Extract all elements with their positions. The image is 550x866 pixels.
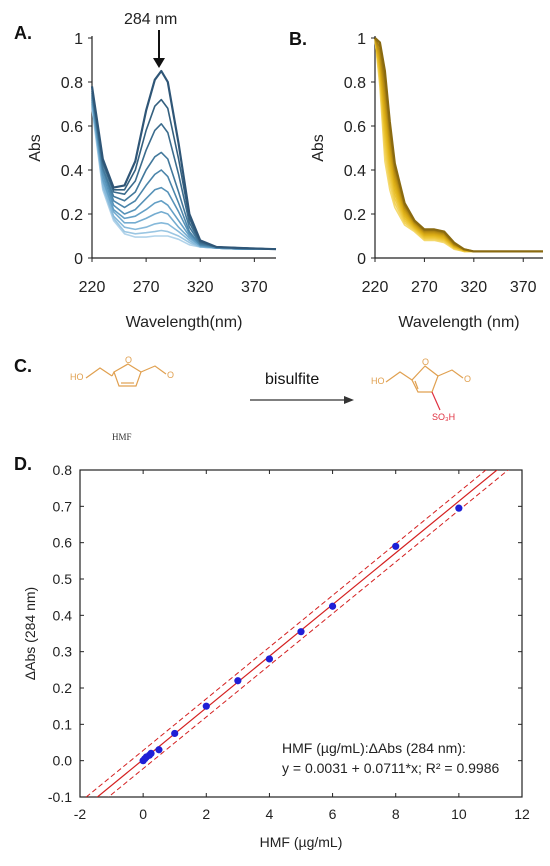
hmf-ring-oxygen-label: O: [125, 355, 132, 365]
series-line: [374, 37, 543, 253]
data-point: [234, 677, 242, 685]
y-tick-label: 0.3: [53, 644, 73, 660]
x-tick-label: 270: [133, 279, 160, 296]
series-line: [374, 37, 543, 253]
data-point: [455, 504, 463, 512]
hmf-aldehyde-oxygen-label: O: [167, 370, 174, 380]
series-line: [374, 37, 543, 253]
x-tick-label: 6: [329, 806, 337, 822]
x-tick-label: 0: [139, 806, 147, 822]
series-line: [374, 37, 543, 253]
y-tick-label: 0.2: [53, 680, 73, 696]
y-tick-label: 0.4: [344, 163, 366, 180]
x-tick-label: 8: [392, 806, 400, 822]
hmf-hydroxyl-label: HO: [70, 372, 84, 382]
data-point: [265, 655, 274, 663]
equation-line-2: y = 0.0031 + 0.0711*x; R² = 0.9986: [282, 760, 500, 776]
data-point: [328, 602, 337, 610]
y-tick-label: 1: [74, 31, 83, 48]
series-line: [90, 69, 277, 251]
hmf-structure: [85, 363, 167, 387]
y-tick-label: 0.6: [53, 535, 73, 551]
panel-label-d: D.: [14, 454, 32, 474]
equation-line-1: HMF (µg/mL):ΔAbs (284 nm):: [282, 740, 466, 756]
data-point: [202, 702, 210, 710]
y-tick-label: 1: [357, 31, 366, 48]
reaction-arrow-head: [344, 396, 354, 404]
data-point: [297, 628, 305, 636]
data-point: [392, 542, 400, 550]
confidence-band-upper: [85, 470, 487, 797]
series-line: [374, 37, 543, 253]
x-tick-label: 12: [514, 806, 530, 822]
panel-label-b: B.: [289, 29, 307, 49]
y-tick-label: 0: [74, 251, 83, 268]
peak-arrow-head: [153, 58, 165, 68]
data-point: [147, 749, 155, 758]
confidence-band-lower: [107, 470, 509, 797]
y-tick-label: 0.8: [61, 75, 83, 92]
x-tick-label: -2: [74, 806, 87, 822]
product-aldehyde-oxygen-label: O: [464, 374, 471, 384]
panel-label-a: A.: [14, 23, 32, 43]
product-structure: [385, 365, 464, 393]
x-tick-label: 320: [187, 279, 214, 296]
x-tick-label: 10: [451, 806, 467, 822]
x-axis-title: Wavelength (nm): [398, 314, 519, 331]
data-point: [155, 746, 163, 754]
hmf-label: HMF: [112, 432, 132, 442]
panel-label-c: C.: [14, 356, 32, 376]
plot-area: [85, 470, 509, 797]
series-line: [374, 37, 543, 253]
plot-frame: [79, 469, 523, 798]
reaction-scheme: HO O O HMF bisulfite HO O O SO₃H: [70, 355, 471, 442]
series-line: [374, 37, 543, 253]
y-tick-label: 0.5: [53, 571, 73, 587]
panel-b-chart: 0 0.2 0.4 0.6 0.8 1 220 270 320 370 Wavelength (nm…: [310, 31, 543, 331]
x-axis-title: HMF (µg/mL): [260, 834, 343, 850]
y-tick-label: 0.2: [344, 207, 366, 224]
x-tick-label: 220: [79, 279, 106, 296]
y-tick-label: 0.6: [61, 119, 83, 136]
y-axis-title: ΔAbs (284 nm): [22, 587, 38, 680]
sulfonate-label: SO₃H: [432, 412, 455, 422]
y-tick-label: 0.1: [53, 716, 73, 732]
y-axis-title: Abs: [27, 134, 44, 162]
x-tick-label: 4: [266, 806, 274, 822]
x-tick-label: 270: [411, 279, 438, 296]
product-hydroxyl-label: HO: [371, 376, 385, 386]
y-tick-label: 0.8: [53, 462, 73, 478]
peak-annotation: 284 nm: [124, 11, 177, 28]
y-tick-label: 0.4: [53, 607, 73, 623]
x-axis-title: Wavelength(nm): [126, 314, 243, 331]
y-tick-label: 0.4: [61, 163, 83, 180]
x-tick-label: 2: [202, 806, 210, 822]
y-tick-label: 0.0: [53, 753, 73, 769]
y-tick-label: 0: [357, 251, 366, 268]
x-tick-label: 370: [510, 279, 537, 296]
x-tick-label: 320: [460, 279, 487, 296]
y-tick-label: 0.2: [61, 207, 83, 224]
x-tick-label: 220: [362, 279, 389, 296]
data-point: [171, 729, 179, 738]
product-ring-oxygen-label: O: [422, 357, 429, 367]
y-tick-label: -0.1: [48, 789, 72, 805]
y-tick-label: 0.8: [344, 75, 366, 92]
panel-a-chart: 284 nm 0 0.2 0.4 0.6 0.8 1 220 270 320 370 Wavelen…: [27, 11, 277, 331]
y-tick-label: 0.7: [53, 498, 73, 514]
reagent-label: bisulfite: [265, 371, 319, 388]
y-tick-label: 0.6: [344, 119, 366, 136]
x-tick-label: 370: [241, 279, 268, 296]
panel-d-chart: -0.1 0.0 0.1 0.2 0.3 0.4 0.5 0.6 0.7 0.8 -2 0 2 4 6 8 10…: [22, 462, 530, 850]
series-line: [374, 37, 543, 253]
series-line: [374, 37, 543, 253]
y-axis-title: Abs: [310, 134, 327, 162]
series-line: [374, 37, 543, 253]
series-line: [374, 37, 543, 253]
sulfonate-bond: [431, 391, 441, 411]
